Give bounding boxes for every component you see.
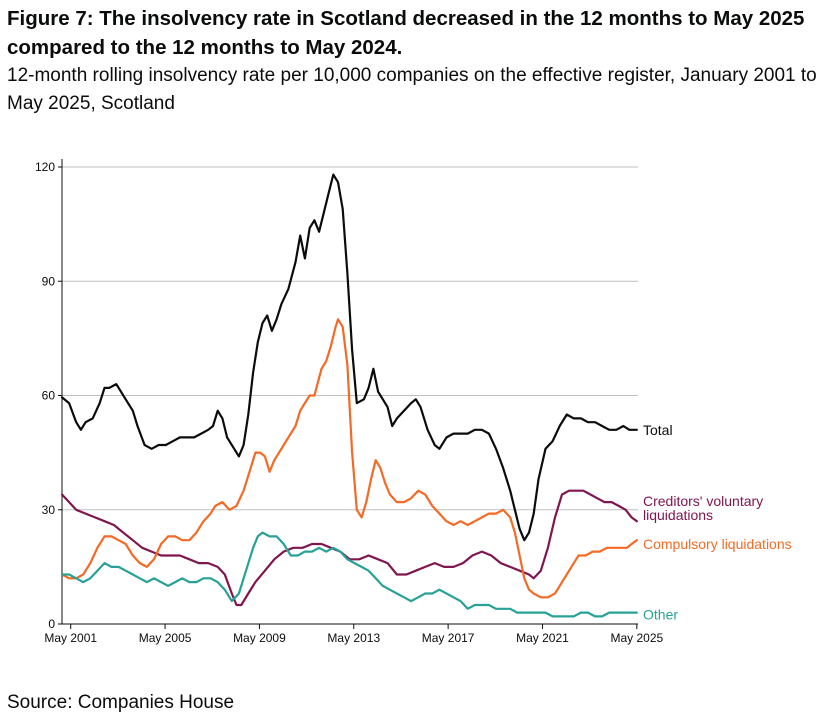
y-tick-label: 30 bbox=[42, 503, 56, 517]
y-tick-label: 90 bbox=[42, 274, 56, 288]
series-line-compulsory-liquidations bbox=[62, 319, 637, 597]
series-line-total bbox=[62, 175, 637, 541]
x-tick-label: May 2001 bbox=[44, 631, 97, 645]
series-label-total: Total bbox=[643, 422, 673, 438]
x-tick-label: May 2005 bbox=[139, 631, 192, 645]
y-tick-label: 120 bbox=[35, 160, 55, 174]
x-tick-label: May 2017 bbox=[422, 631, 475, 645]
x-tick-label: May 2013 bbox=[327, 631, 380, 645]
source-note: Source: Companies House bbox=[7, 690, 234, 716]
x-tick-label: May 2009 bbox=[233, 631, 286, 645]
line-chart: 0 30 60 90 120 May 2001 May 2005 May 2009 May 20… bbox=[0, 0, 830, 726]
series-label-other: Other bbox=[643, 606, 678, 622]
series-line-other bbox=[62, 533, 637, 617]
series-line-creditors-voluntary-liquidations bbox=[62, 491, 637, 605]
series-label-creditors-voluntary-liquidations: liquidations bbox=[643, 507, 713, 523]
y-tick-label: 0 bbox=[48, 617, 55, 631]
x-tick-label: May 2025 bbox=[610, 631, 663, 645]
y-tick-label: 60 bbox=[42, 389, 56, 403]
series-label-compulsory-liquidations: Compulsory liquidations bbox=[643, 536, 792, 552]
x-tick-label: May 2021 bbox=[516, 631, 569, 645]
gridlines bbox=[62, 167, 638, 510]
